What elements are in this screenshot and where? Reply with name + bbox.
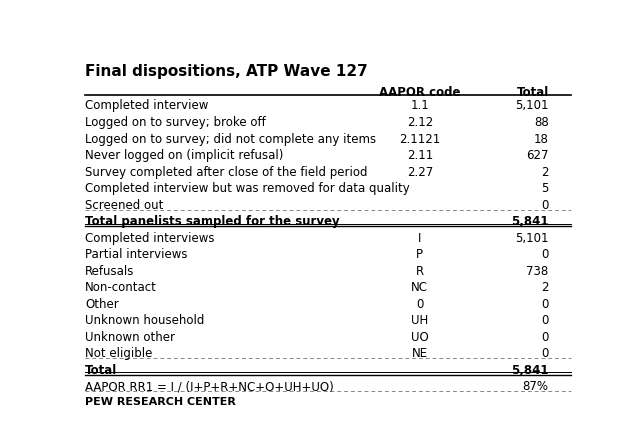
Text: Unknown household: Unknown household bbox=[85, 314, 204, 327]
Text: 0: 0 bbox=[541, 198, 548, 211]
Text: Completed interview: Completed interview bbox=[85, 100, 209, 113]
Text: 738: 738 bbox=[527, 265, 548, 278]
Text: Screened out: Screened out bbox=[85, 198, 163, 211]
Text: UH: UH bbox=[411, 314, 428, 327]
Text: Total: Total bbox=[85, 364, 117, 377]
Text: 88: 88 bbox=[534, 116, 548, 129]
Text: 2.12: 2.12 bbox=[406, 116, 433, 129]
Text: 5,101: 5,101 bbox=[515, 232, 548, 245]
Text: Non-contact: Non-contact bbox=[85, 281, 157, 294]
Text: AAPOR code: AAPOR code bbox=[379, 86, 461, 99]
Text: Refusals: Refusals bbox=[85, 265, 134, 278]
Text: NC: NC bbox=[412, 281, 428, 294]
Text: 18: 18 bbox=[534, 132, 548, 146]
Text: 87%: 87% bbox=[523, 380, 548, 393]
Text: 2: 2 bbox=[541, 165, 548, 178]
Text: 5,101: 5,101 bbox=[515, 100, 548, 113]
Text: Completed interviews: Completed interviews bbox=[85, 232, 214, 245]
Text: Total panelists sampled for the survey: Total panelists sampled for the survey bbox=[85, 215, 340, 228]
Text: 2.1121: 2.1121 bbox=[399, 132, 440, 146]
Text: 0: 0 bbox=[541, 331, 548, 344]
Text: PEW RESEARCH CENTER: PEW RESEARCH CENTER bbox=[85, 397, 236, 407]
Text: Final dispositions, ATP Wave 127: Final dispositions, ATP Wave 127 bbox=[85, 64, 368, 79]
Text: AAPOR RR1 = I / (I+P+R+NC+O+UH+UO): AAPOR RR1 = I / (I+P+R+NC+O+UH+UO) bbox=[85, 380, 333, 393]
Text: Total: Total bbox=[516, 86, 548, 99]
Text: Not eligible: Not eligible bbox=[85, 347, 152, 360]
Text: Logged on to survey; broke off: Logged on to survey; broke off bbox=[85, 116, 266, 129]
Text: Unknown other: Unknown other bbox=[85, 331, 175, 344]
Text: Never logged on (implicit refusal): Never logged on (implicit refusal) bbox=[85, 149, 284, 162]
Text: Partial interviews: Partial interviews bbox=[85, 248, 188, 261]
Text: 2.27: 2.27 bbox=[406, 165, 433, 178]
Text: 5,841: 5,841 bbox=[511, 215, 548, 228]
Text: UO: UO bbox=[411, 331, 429, 344]
Text: NE: NE bbox=[412, 347, 428, 360]
Text: 0: 0 bbox=[541, 248, 548, 261]
Text: 5,841: 5,841 bbox=[511, 364, 548, 377]
Text: Survey completed after close of the field period: Survey completed after close of the fiel… bbox=[85, 165, 367, 178]
Text: 5: 5 bbox=[541, 182, 548, 195]
Text: 0: 0 bbox=[416, 298, 424, 311]
Text: 2: 2 bbox=[541, 281, 548, 294]
Text: 627: 627 bbox=[526, 149, 548, 162]
Text: 2.11: 2.11 bbox=[406, 149, 433, 162]
Text: 0: 0 bbox=[541, 298, 548, 311]
Text: 0: 0 bbox=[541, 347, 548, 360]
Text: I: I bbox=[418, 232, 422, 245]
Text: Completed interview but was removed for data quality: Completed interview but was removed for … bbox=[85, 182, 410, 195]
Text: R: R bbox=[416, 265, 424, 278]
Text: Logged on to survey; did not complete any items: Logged on to survey; did not complete an… bbox=[85, 132, 376, 146]
Text: P: P bbox=[416, 248, 423, 261]
Text: 1.1: 1.1 bbox=[410, 100, 429, 113]
Text: Other: Other bbox=[85, 298, 118, 311]
Text: 0: 0 bbox=[541, 314, 548, 327]
